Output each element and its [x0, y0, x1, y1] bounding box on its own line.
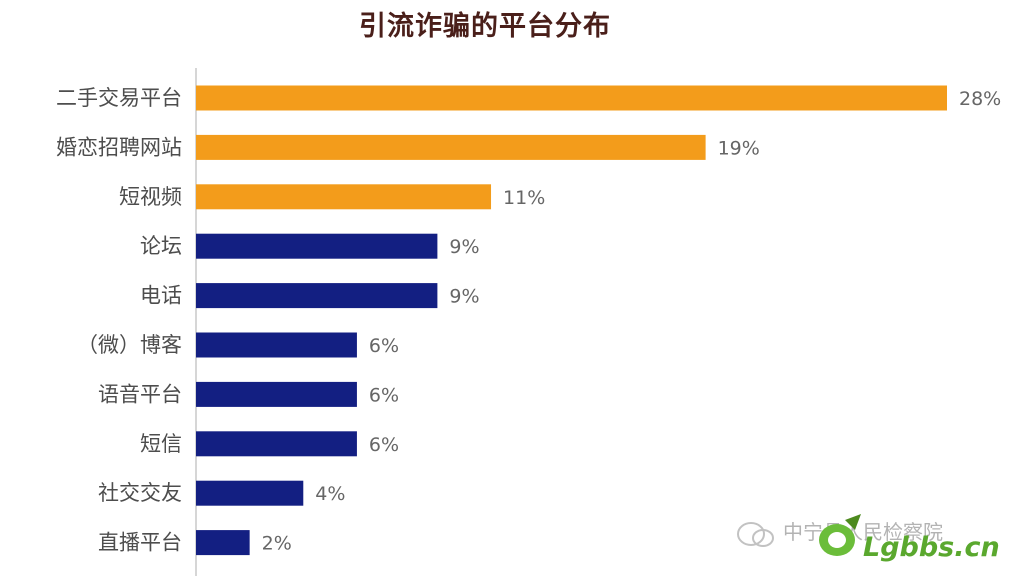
value-label: 6%: [369, 335, 399, 357]
watermark: 中宁县人民检察院 Lgbbs.cn: [735, 510, 1005, 566]
category-label: 婚恋招聘网站: [56, 135, 182, 159]
bar: [196, 381, 357, 407]
value-label: 11%: [503, 187, 545, 209]
category-label: 社交交友: [98, 481, 182, 505]
bar: [196, 233, 438, 259]
value-label: 6%: [369, 434, 399, 456]
category-label: 直播平台: [98, 531, 182, 555]
category-label: 短视频: [119, 185, 182, 209]
value-label: 28%: [959, 88, 1001, 110]
bar: [196, 431, 357, 457]
bar: [196, 85, 947, 111]
chart-title: 引流诈骗的平台分布: [359, 11, 611, 42]
site-logo-icon: [819, 514, 861, 556]
category-label: 语音平台: [98, 382, 182, 406]
category-label: 论坛: [140, 234, 182, 258]
value-label: 9%: [449, 286, 479, 308]
bar: [196, 332, 357, 358]
category-label: （微）博客: [77, 333, 182, 357]
category-label: 电话: [140, 284, 182, 308]
value-label: 19%: [718, 137, 760, 159]
watermark-text: 中宁县人民检察院: [783, 520, 943, 544]
bar: [196, 134, 706, 160]
category-label: 二手交易平台: [56, 86, 182, 110]
value-label: 2%: [262, 533, 292, 555]
bars-group: 二手交易平台 28% 婚恋招聘网站 19% 短视频 11% 论坛 9% 电话 9% （微）博客 6% 语…: [56, 85, 1001, 556]
wechat-icon: [737, 522, 774, 547]
bar: [196, 283, 438, 309]
bar: [196, 530, 250, 556]
category-label: 短信: [140, 432, 182, 456]
watermark-logo-text: Lgbbs.cn: [863, 532, 1000, 563]
value-label: 6%: [369, 384, 399, 406]
value-label: 9%: [449, 236, 479, 258]
bar: [196, 480, 304, 506]
bar: [196, 184, 492, 210]
value-label: 4%: [315, 483, 345, 505]
